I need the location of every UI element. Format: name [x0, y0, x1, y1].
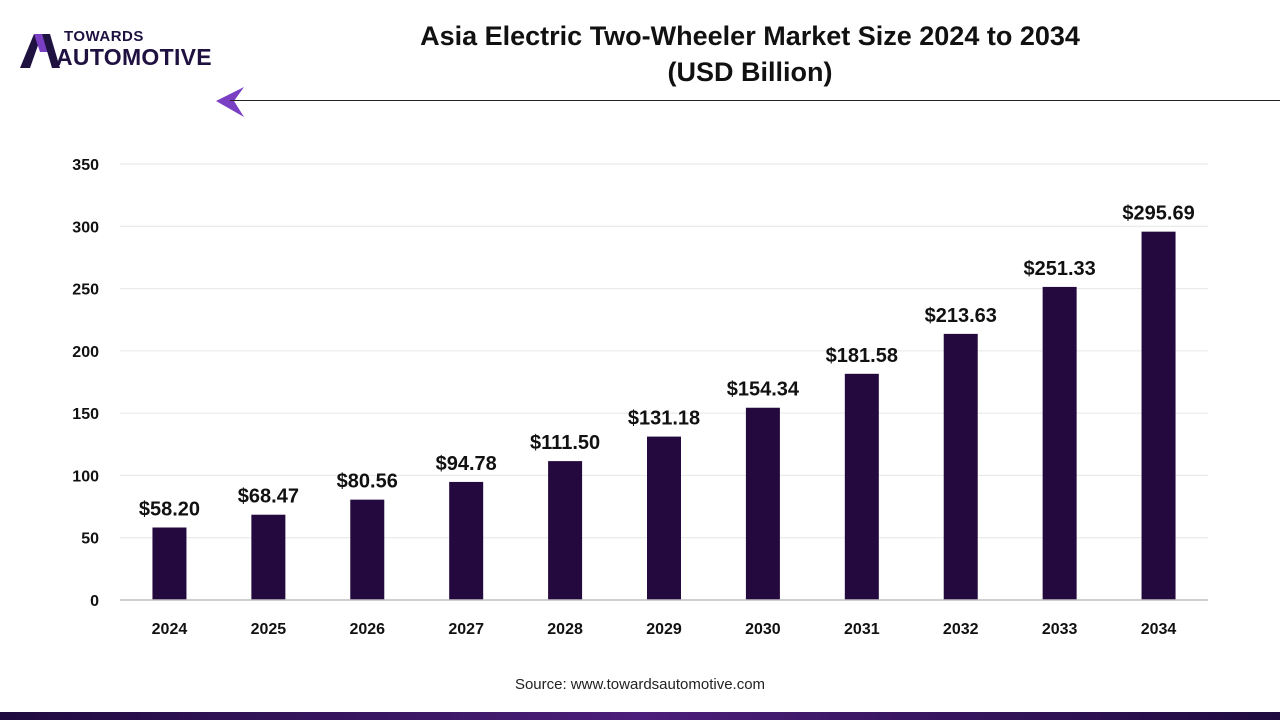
data-label-2029: $131.18: [628, 408, 700, 430]
data-label-2024: $58.20: [139, 498, 200, 520]
y-tick-label: 350: [72, 157, 99, 174]
logo: TOWARDS AUTOMOTIVE: [20, 26, 235, 76]
x-tick-label-2025: 2025: [251, 621, 287, 638]
bar-2034: [1141, 231, 1176, 601]
chart-title-line2: (USD Billion): [667, 57, 833, 87]
y-tick-label: 250: [72, 282, 99, 299]
x-axis-ticks: 2024 2025 2026 2027 2028 2029 2030 2031 2032 2033…: [152, 621, 1177, 638]
data-label-2034: $295.69: [1122, 203, 1194, 225]
bar-2028: [548, 461, 583, 600]
x-tick-label-2030: 2030: [745, 621, 781, 638]
bar-2027: [449, 481, 484, 600]
bar-2029: [647, 436, 681, 600]
data-label-2030: $154.34: [727, 379, 800, 401]
y-tick-label: 200: [72, 344, 99, 361]
data-label-2031: $181.58: [826, 345, 898, 367]
x-tick-label-2027: 2027: [448, 621, 484, 638]
x-tick-label-2032: 2032: [943, 621, 979, 638]
y-tick-label: 150: [72, 406, 99, 423]
y-axis-ticks: 0 50 100 150 200 250 300 350: [72, 157, 99, 610]
data-labels: $58.20 $68.47 $80.56 $94.78 $111.50 $131.18 $1…: [139, 203, 1195, 521]
source-note: Source: www.towardsautomotive.com: [514, 676, 766, 693]
x-tick-label-2031: 2031: [844, 621, 880, 638]
bar-2032: [943, 333, 978, 600]
y-tick-label: 50: [81, 531, 99, 548]
x-tick-label-2028: 2028: [547, 621, 583, 638]
chart-title: Asia Electric Two-Wheeler Market Size 20…: [300, 18, 1200, 90]
logo-bottom-text: AUTOMOTIVE: [56, 44, 212, 70]
data-label-2025: $68.47: [238, 486, 299, 508]
x-tick-label-2026: 2026: [349, 621, 385, 638]
bar-2025: [251, 514, 286, 600]
x-tick-label-2033: 2033: [1042, 621, 1078, 638]
bar-2030: [745, 407, 780, 600]
x-tick-label-2029: 2029: [646, 621, 682, 638]
bar-2026: [350, 499, 385, 600]
x-tick-label-2024: 2024: [152, 621, 188, 638]
bottom-bar: [0, 712, 1280, 720]
data-label-2027: $94.78: [436, 453, 497, 475]
back-arrow-icon: [216, 87, 244, 117]
bars: [152, 231, 1176, 601]
chart-title-line1: Asia Electric Two-Wheeler Market Size 20…: [420, 21, 1080, 51]
header-rule: [230, 100, 1280, 101]
x-tick-label-2034: 2034: [1141, 621, 1177, 638]
data-label-2026: $80.56: [337, 471, 398, 493]
logo-top-text: TOWARDS: [64, 28, 144, 45]
y-tick-label: 100: [72, 468, 99, 485]
logo-mark-icon: [20, 34, 60, 68]
y-tick-label: 0: [90, 593, 99, 610]
bar-2031: [844, 373, 879, 600]
bar-2033: [1042, 286, 1077, 600]
data-label-2028: $111.50: [530, 432, 600, 454]
data-label-2033: $251.33: [1023, 258, 1095, 280]
data-label-2032: $213.63: [925, 305, 997, 327]
bar-2024: [152, 527, 187, 600]
y-tick-label: 300: [72, 219, 99, 236]
